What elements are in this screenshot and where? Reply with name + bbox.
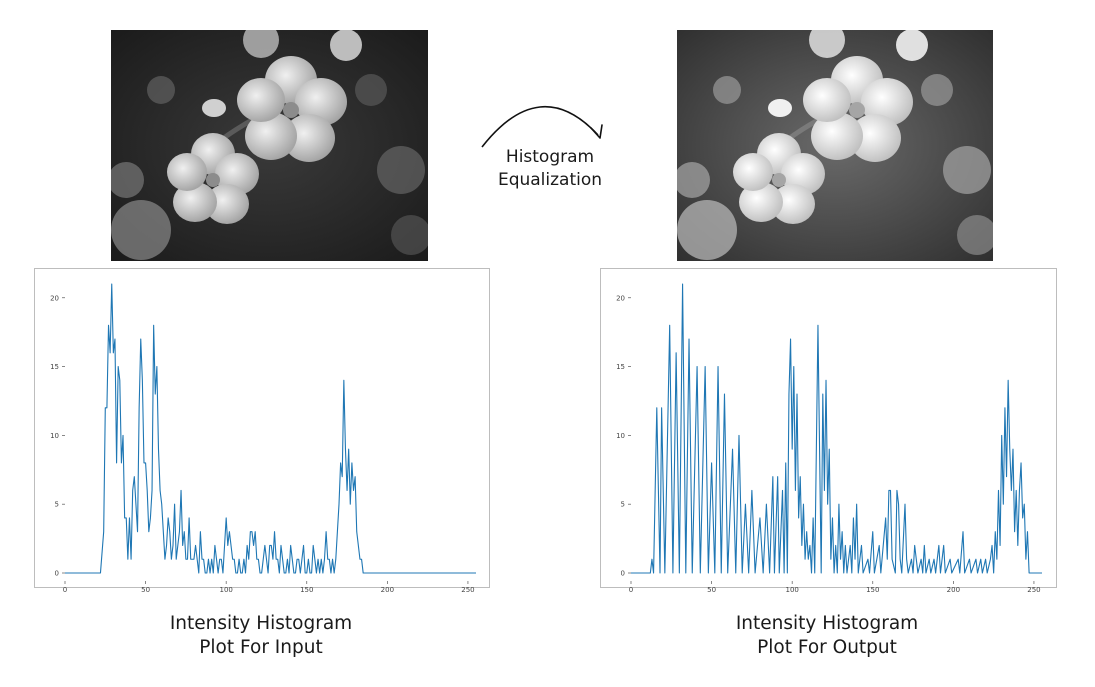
transform-label-line2: Equalization [497, 170, 603, 190]
output-histogram-xtick-label: 50 [707, 586, 716, 594]
output-histogram-xtick-label: 250 [1027, 586, 1040, 594]
input-histogram-xtick-label: 200 [381, 586, 394, 594]
output-histogram-xtick-label: 150 [866, 586, 879, 594]
output-histogram-series-line-0 [631, 283, 1042, 574]
input-histogram-xtick-label: 150 [300, 586, 313, 594]
input-caption-line2: Plot For Input [199, 637, 323, 658]
output-flower-photo [674, 22, 997, 261]
input-histogram-ytick-label: 0 [55, 570, 59, 578]
input-histogram-ytick-label: 5 [55, 501, 59, 509]
input-caption-line1: Intensity Histogram [169, 613, 353, 634]
output-histogram-ytick-label: 5 [621, 501, 625, 509]
input-flower-photo [108, 22, 431, 261]
input-histogram-xtick-label: 250 [461, 586, 474, 594]
input-histogram-chart: 0 5 10 15 20 0 50 100 150 200 250 [34, 268, 490, 594]
input-histogram-xtick-label: 100 [219, 586, 232, 594]
output-histogram-xtick-label: 100 [785, 586, 798, 594]
input-histogram-ytick-label: 20 [50, 294, 59, 302]
output-histogram-ytick-label: 10 [616, 432, 625, 440]
output-histogram-xtick-label: 0 [629, 586, 633, 594]
output-histogram-ytick-label: 15 [616, 363, 625, 371]
input-histogram-ytick-label: 15 [50, 363, 59, 371]
transform-arrow-icon [481, 105, 603, 148]
input-histogram-xtick-label: 0 [63, 586, 67, 594]
output-caption: Intensity Histogram Plot For Output [696, 612, 958, 660]
output-histogram-chart: 0 5 10 15 20 0 50 100 150 200 250 [600, 268, 1057, 594]
input-histogram-ytick-label: 10 [50, 432, 59, 440]
output-histogram-xtick-label: 200 [947, 586, 960, 594]
output-caption-line1: Intensity Histogram [735, 613, 919, 634]
output-histogram-ytick-label: 20 [616, 294, 625, 302]
transform-label: Histogram Equalization [470, 146, 630, 192]
output-image [674, 22, 997, 261]
input-histogram-xtick-label: 50 [141, 586, 150, 594]
input-image [108, 22, 431, 261]
input-histogram-series-line-0 [65, 283, 476, 574]
transform-label-line1: Histogram [505, 147, 595, 167]
output-histogram-ytick-label: 0 [621, 570, 625, 578]
input-caption: Intensity Histogram Plot For Input [130, 612, 392, 660]
output-caption-line2: Plot For Output [757, 637, 897, 658]
